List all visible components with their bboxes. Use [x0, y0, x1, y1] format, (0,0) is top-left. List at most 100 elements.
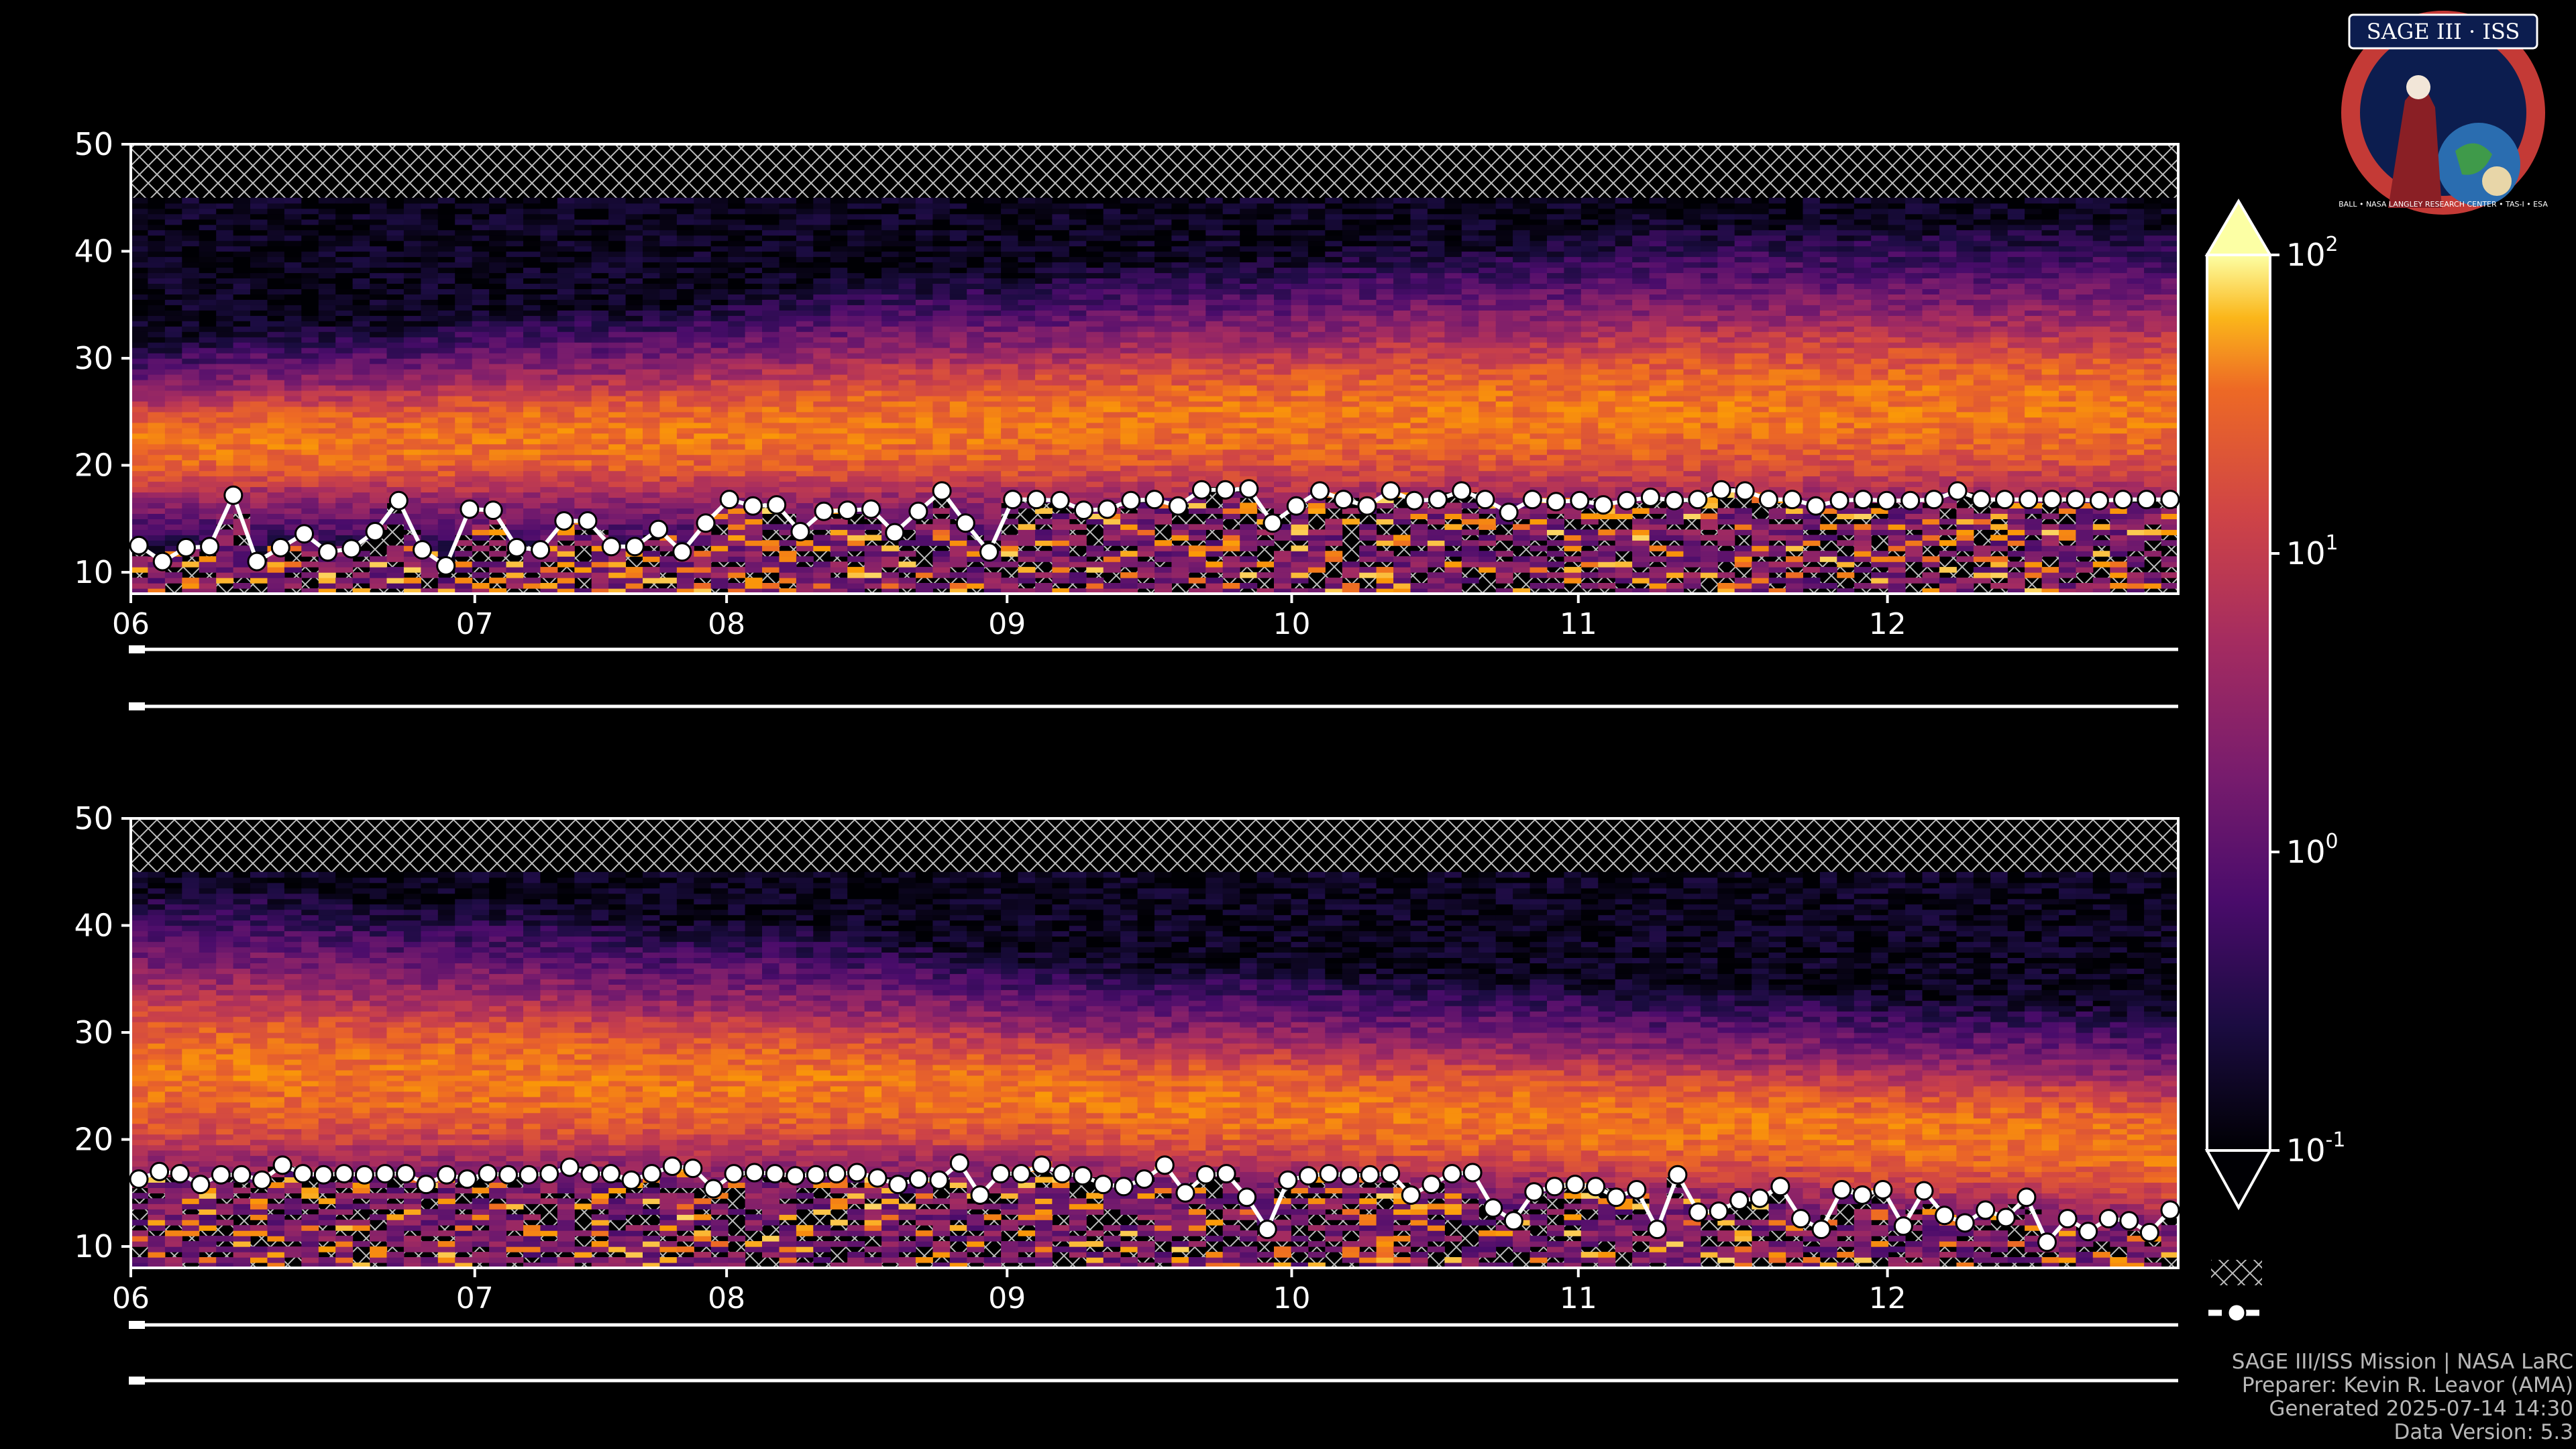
tropopause-point	[1257, 1220, 1277, 1240]
tropopause-point	[554, 511, 574, 531]
logo-text: SAGE III · ISS	[2367, 19, 2520, 44]
tropopause-point	[1914, 1181, 1934, 1201]
sunset-month-label: Apr	[113, 1333, 164, 1367]
tropopause-point	[885, 523, 905, 543]
tropopause-point	[1428, 490, 1448, 510]
tropopause-point	[1935, 1205, 1955, 1226]
tropopause-point	[1811, 1220, 1831, 1240]
tropopause-point	[888, 1175, 908, 1195]
tropopause-point	[129, 1169, 149, 1189]
mission-logo: SAGE III · ISS BALL • NASA LANGLEY RESEA…	[2339, 11, 2548, 215]
tropopause-point	[1593, 495, 1613, 515]
tropopause-point	[1758, 490, 1778, 510]
tropopause-point	[1806, 496, 1826, 516]
sunrise-title: Sunrise	[1074, 95, 1234, 138]
tropopause-point	[683, 1159, 703, 1179]
tropopause-point	[2089, 490, 2109, 511]
tropopause-point	[1286, 496, 1306, 516]
legend: No Data Tropopause Altitude	[2208, 1257, 2551, 1329]
tropopause-point	[767, 495, 787, 515]
tropopause-point	[1340, 1166, 1360, 1186]
tropopause-point	[1475, 490, 1495, 510]
y-tick-label: 50	[74, 800, 113, 837]
logo-ring-text: BALL • NASA LANGLEY RESEARCH CENTER • TA…	[2339, 200, 2548, 209]
tropopause-point	[1097, 499, 1118, 519]
footer-mission: SAGE III/ISS Mission | NASA LaRC	[2232, 1350, 2573, 1374]
tropopause-point	[152, 551, 172, 572]
tropopause-point	[1093, 1175, 1113, 1195]
tropopause-point	[719, 490, 739, 510]
tropopause-point	[662, 1157, 682, 1176]
colorbar-tick-label: 10-1	[2286, 1128, 2345, 1169]
tropopause-point	[649, 519, 669, 539]
tropopause-point	[211, 1165, 231, 1185]
tropopause-point	[765, 1164, 785, 1184]
x-tick-label: 10	[1273, 607, 1310, 641]
tropopause-point	[2065, 490, 2086, 510]
tropopause-point	[1175, 1183, 1195, 1203]
tropopause-point	[1263, 513, 1283, 533]
tropopause-point	[580, 1164, 600, 1184]
tropopause-point	[1668, 1165, 1688, 1185]
tropopause-point	[1357, 496, 1377, 516]
x-tick-label: 06	[112, 1281, 150, 1316]
tropopause-point	[806, 1165, 826, 1185]
tropopause-point	[365, 522, 385, 541]
colorbar-ticks: 102 101 100 10-1	[2270, 233, 2345, 1169]
tropopause-point	[1334, 490, 1354, 510]
tropopause-point	[1565, 1175, 1585, 1195]
y-tick-label: 40	[74, 233, 113, 270]
tropopause-point	[2019, 490, 2039, 510]
tropopause-point	[457, 1169, 477, 1189]
colorbar-top-extension	[2204, 199, 2273, 256]
tropopause-point	[2078, 1222, 2098, 1242]
tropopause-point	[837, 500, 857, 521]
tropopause-point	[150, 1161, 170, 1181]
tropopause-point	[1995, 490, 2015, 510]
tropopause-point	[1640, 487, 1660, 507]
x-tick-label: 07	[456, 607, 494, 641]
tropopause-point	[1462, 1163, 1483, 1183]
tropopause-point	[1442, 1164, 1462, 1184]
sunrise-month-label: Apr	[113, 657, 164, 692]
tropopause-point	[1688, 490, 1708, 510]
tropopause-point	[1216, 1164, 1236, 1184]
sunset-tropopause-line	[129, 1153, 2180, 1252]
x-tick-label: 08	[708, 607, 745, 641]
sunset-heatmap	[131, 818, 2178, 1268]
tropopause-point	[743, 496, 763, 516]
tropopause-point	[531, 540, 551, 560]
tropopause-point	[1003, 490, 1023, 510]
sunrise-year-label: 2025	[104, 714, 179, 749]
sunrise-y-label: Altitude [km]	[18, 246, 62, 492]
tropopause-point	[294, 524, 314, 544]
tropopause-point	[1832, 1180, 1852, 1199]
tropopause-point	[1404, 490, 1424, 511]
tropopause-point	[1735, 481, 1755, 501]
y-tick-label: 20	[74, 447, 113, 484]
tropopause-point	[1168, 496, 1188, 516]
tropopause-point	[1544, 1177, 1564, 1197]
tropopause-point	[908, 1169, 928, 1189]
tropopause-point	[672, 542, 692, 562]
sunset-year-label: 2025	[104, 1389, 179, 1423]
tropopause-point	[1011, 1164, 1031, 1184]
tropopause-point	[1647, 1220, 1667, 1240]
moon-icon	[2482, 166, 2512, 196]
tropopause-point	[867, 1168, 888, 1188]
tropopause-line	[138, 1160, 2172, 1246]
tropopause-point	[1237, 1187, 1257, 1208]
sunset-plot-frame	[129, 817, 2180, 1269]
tropopause-point	[578, 511, 598, 531]
tropopause-point	[388, 490, 409, 511]
tropopause-point	[2113, 490, 2133, 510]
tropopause-point	[601, 1164, 621, 1184]
tropopause-point	[1770, 1177, 1790, 1197]
tropopause-point	[2119, 1211, 2139, 1231]
tropopause-point	[1381, 1164, 1401, 1184]
tropopause-point	[1134, 1169, 1155, 1189]
tropopause-point	[949, 1153, 969, 1173]
tropopause-point	[247, 551, 267, 572]
